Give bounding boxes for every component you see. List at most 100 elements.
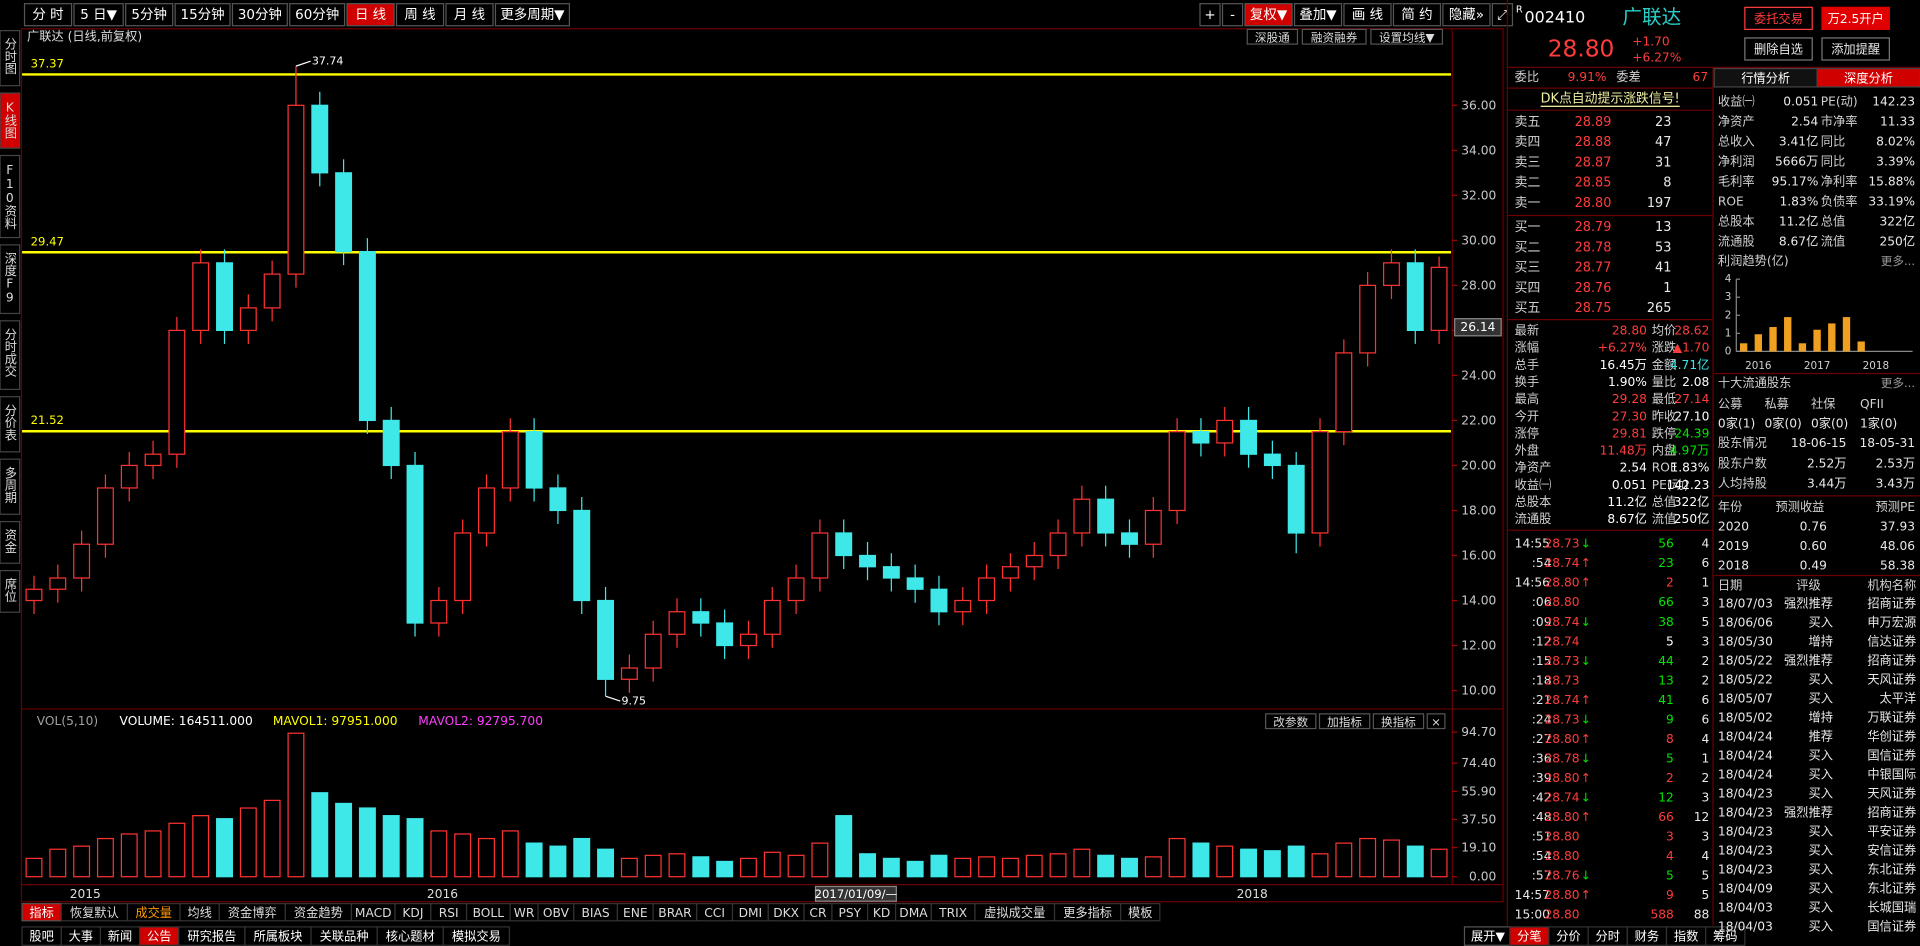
- side-tab[interactable]: [0, 520, 21, 564]
- volume-button-label[interactable]: 换指标: [1381, 715, 1416, 729]
- side-tab-label[interactable]: F10资料: [3, 163, 17, 229]
- indicator-tab-label[interactable]: 更多指标: [1063, 905, 1112, 920]
- indicator-tab-label[interactable]: WR: [514, 906, 535, 920]
- tool-button[interactable]: [1293, 3, 1343, 27]
- tool-button[interactable]: [1442, 3, 1491, 27]
- indicator-tab-label[interactable]: 资金趋势: [294, 905, 343, 920]
- tool-button-label[interactable]: 复权▼: [1250, 6, 1288, 23]
- indicator-tab-label[interactable]: DMI: [739, 906, 763, 920]
- tool-button-label[interactable]: 简 约: [1401, 6, 1432, 23]
- indicator-tab-label[interactable]: CCI: [704, 906, 725, 920]
- analysis-tab-label[interactable]: 行情分析: [1741, 71, 1790, 85]
- action-button[interactable]: [1744, 6, 1813, 30]
- volume-button-label[interactable]: 加指标: [1327, 715, 1362, 729]
- signal-link[interactable]: DK点自动提示涨跌信号!: [1541, 91, 1680, 107]
- tool-button-label[interactable]: 隐藏»: [1449, 7, 1484, 23]
- info-tab-label[interactable]: 研究报告: [187, 929, 236, 944]
- info-tab-label[interactable]: 关联品种: [320, 930, 369, 944]
- action-button-label[interactable]: 添加提醒: [1831, 42, 1880, 57]
- chart-button-label[interactable]: 设置均线▼: [1379, 30, 1435, 44]
- action-button[interactable]: [1821, 6, 1890, 30]
- period-tab[interactable]: [445, 3, 494, 27]
- detail-tab[interactable]: [1705, 926, 1746, 946]
- indicator-tab-label[interactable]: BIAS: [582, 906, 610, 920]
- action-button[interactable]: [1821, 37, 1890, 61]
- indicator-tab-label[interactable]: 均线: [187, 906, 211, 920]
- side-tab-label[interactable]: 深度F9: [3, 252, 17, 305]
- side-tab-label[interactable]: 分时成交: [3, 328, 17, 378]
- expand-button-label[interactable]: 展开▼: [1471, 930, 1505, 944]
- tool-button-label[interactable]: +: [1204, 8, 1215, 23]
- side-tab[interactable]: [0, 396, 21, 453]
- detail-tab-label[interactable]: 分价: [1556, 930, 1580, 944]
- indicator-tab-label[interactable]: DMA: [899, 906, 928, 920]
- side-tab-label[interactable]: 分价表: [3, 404, 17, 441]
- period-tab[interactable]: [395, 3, 445, 27]
- period-tab[interactable]: [231, 3, 288, 27]
- indicator-tab-label[interactable]: PSY: [838, 906, 861, 920]
- volume-button-label[interactable]: 改参数: [1273, 715, 1308, 729]
- side-tab[interactable]: [0, 244, 21, 315]
- period-tab-label[interactable]: 5 日▼: [80, 8, 117, 23]
- tool-button-label[interactable]: 画 线: [1352, 7, 1383, 23]
- volume-button[interactable]: [1318, 713, 1371, 730]
- side-tab-label[interactable]: 资金: [3, 529, 17, 554]
- side-tab-label[interactable]: 多周期: [3, 466, 17, 503]
- indicator-tab-label[interactable]: BOLL: [473, 906, 505, 920]
- detail-tab-label[interactable]: 筹码: [1713, 930, 1737, 944]
- action-button[interactable]: [1744, 37, 1813, 61]
- chart-button-label[interactable]: 融资融券: [1311, 30, 1358, 44]
- indicator-tab-label[interactable]: BRAR: [658, 906, 692, 920]
- period-tab[interactable]: [125, 3, 174, 27]
- period-tab-label[interactable]: 分 时: [32, 7, 63, 23]
- tool-button[interactable]: [1392, 3, 1442, 27]
- detail-tab-label[interactable]: 指数: [1674, 929, 1698, 944]
- info-tab-label[interactable]: 股吧: [29, 930, 53, 944]
- tool-button[interactable]: [1199, 3, 1221, 27]
- period-tab-label[interactable]: 5分钟: [131, 6, 166, 23]
- tool-button-label[interactable]: 叠加▼: [1299, 7, 1337, 23]
- indicator-tab-label[interactable]: KD: [873, 906, 890, 920]
- indicator-tab-label[interactable]: CR: [809, 906, 827, 920]
- info-tab[interactable]: [442, 926, 511, 946]
- indicator-tab-label[interactable]: 模板: [1128, 906, 1152, 920]
- indicator-tab[interactable]: [1120, 903, 1161, 922]
- action-button-label[interactable]: 删除自选: [1754, 42, 1803, 57]
- period-tab-label[interactable]: 30分钟: [238, 6, 282, 23]
- analysis-tab-label[interactable]: 深度分析: [1844, 70, 1893, 85]
- side-tab[interactable]: [0, 92, 21, 149]
- volume-button[interactable]: [1372, 713, 1425, 730]
- period-tab[interactable]: [346, 3, 395, 27]
- tool-button[interactable]: [1343, 3, 1392, 27]
- indicator-tab-label[interactable]: 恢复默认: [70, 905, 119, 920]
- period-tab[interactable]: [23, 3, 73, 27]
- info-tab-label[interactable]: 公告: [147, 930, 171, 944]
- indicator-tab-label[interactable]: KDJ: [402, 906, 423, 920]
- tool-button[interactable]: [1221, 3, 1244, 27]
- chart-button[interactable]: [1370, 28, 1444, 45]
- side-tab-label[interactable]: 分时图: [3, 38, 17, 75]
- info-tab-label[interactable]: 大事: [69, 930, 93, 944]
- tool-button-label[interactable]: ⤢: [1497, 8, 1508, 23]
- period-tab-label[interactable]: 15分钟: [181, 6, 225, 23]
- period-tab-label[interactable]: 日 线: [355, 7, 386, 23]
- side-tab[interactable]: [0, 154, 21, 239]
- side-tab[interactable]: [0, 320, 21, 390]
- period-tab-label[interactable]: 周 线: [404, 7, 435, 23]
- side-tab[interactable]: [0, 458, 21, 515]
- tool-button-label[interactable]: -: [1230, 8, 1235, 23]
- tool-button[interactable]: [1244, 3, 1293, 27]
- chart-button[interactable]: [1246, 28, 1299, 45]
- period-tab-label[interactable]: 更多周期▼: [500, 6, 565, 23]
- info-tab-label[interactable]: 模拟交易: [452, 929, 501, 944]
- info-tab-label[interactable]: 所属板块: [254, 930, 303, 944]
- side-tab[interactable]: [0, 569, 21, 613]
- indicator-tab-label[interactable]: DKX: [773, 906, 799, 920]
- action-button-label[interactable]: 委托交易: [1754, 11, 1803, 26]
- indicator-tab-label[interactable]: MACD: [355, 906, 392, 920]
- action-button-label[interactable]: 万2.5开户: [1828, 11, 1884, 26]
- info-tab-label[interactable]: 新闻: [108, 929, 132, 944]
- more-link[interactable]: 更多...: [1881, 376, 1915, 390]
- side-tab-label[interactable]: K线图: [3, 100, 17, 138]
- period-tab-label[interactable]: 60分钟: [295, 6, 339, 23]
